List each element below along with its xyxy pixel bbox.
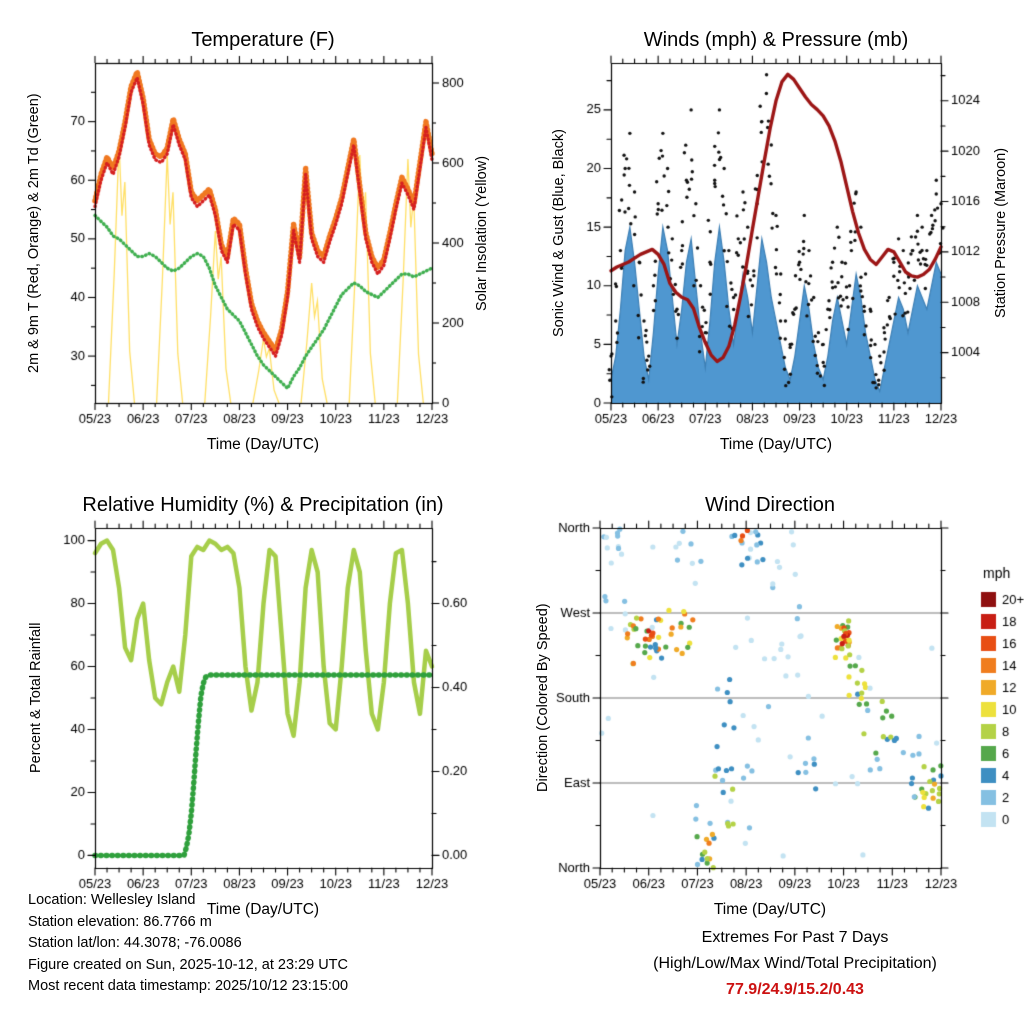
temperature-yaxis-label: 2m & 9m T (Red, Orange) & 2m Td (Green) <box>26 93 42 373</box>
solar-insolation-yaxis-label: Solar Insolation (Yellow) <box>474 155 490 311</box>
extremes-values: 77.9/24.9/15.2/0.43 <box>726 981 864 998</box>
temperature-xaxis-label: Time (Day/UTC) <box>206 436 320 453</box>
humidity-xaxis-label: Time (Day/UTC) <box>206 901 320 918</box>
wind-direction-yaxis-label: Direction (Colored By Speed) <box>535 603 551 793</box>
wind-direction-xaxis-label: Time (Day/UTC) <box>713 901 827 918</box>
station-info-block: Location: Wellesley Island Station eleva… <box>28 890 348 998</box>
extremes-title: Extremes For Past 7 Days <box>701 929 889 946</box>
humidity-precip-chart-title: Relative Humidity (%) & Precipitation (i… <box>82 494 444 516</box>
extremes-block: Extremes For Past 7 Days (High/Low/Max W… <box>600 925 990 1003</box>
station-latlon: Station lat/lon: 44.3078; -76.0086 <box>28 935 242 951</box>
winds-xaxis-label: Time (Day/UTC) <box>719 436 833 453</box>
station-pressure-yaxis-label: Station Pressure (Maroon) <box>993 147 1009 319</box>
recent-data-timestamp: Most recent data timestamp: 2025/10/12 2… <box>28 978 349 994</box>
figure-created-timestamp: Figure created on Sun, 2025-10-12, at 23… <box>28 956 348 973</box>
station-elevation: Station elevation: 86.7766 m <box>28 913 212 930</box>
wind-gust-yaxis-label: Sonic Wind & Gust (Blue, Black) <box>551 129 567 337</box>
humidity-yaxis-label: Percent & Total Rainfall <box>28 622 44 774</box>
extremes-subtitle: (High/Low/Max Wind/Total Precipitation) <box>653 955 937 972</box>
wind-direction-chart-title: Wind Direction <box>704 494 836 516</box>
station-location: Location: Wellesley Island <box>28 892 196 908</box>
temperature-chart-title: Temperature (F) <box>191 29 335 51</box>
winds-pressure-chart-title: Winds (mph) & Pressure (mb) <box>643 29 909 51</box>
